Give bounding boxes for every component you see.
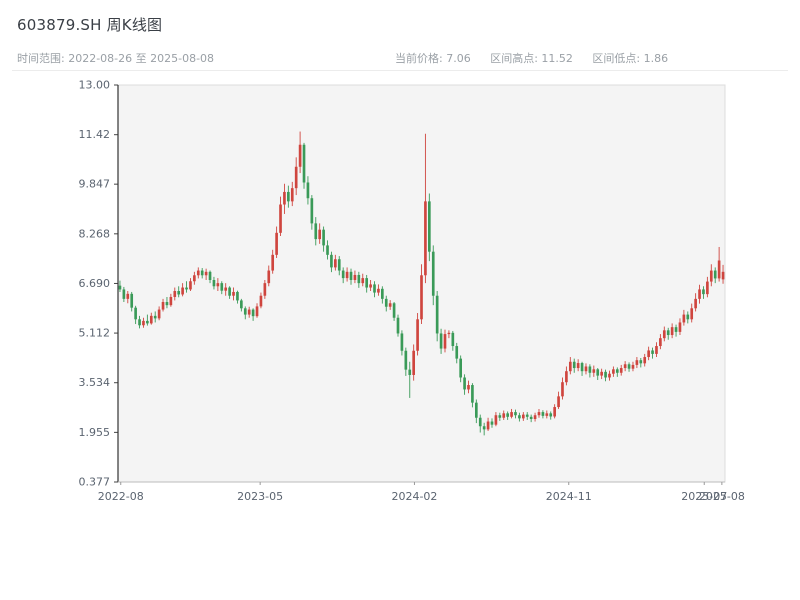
page-title: 603879.SH 周K线图 [17,16,163,34]
header-divider [12,70,788,71]
svg-text:2025-08: 2025-08 [699,490,745,503]
price-stats: 当前价格: 7.06 区间高点: 11.52 区间低点: 1.86 [395,50,684,66]
svg-text:13.00: 13.00 [79,79,111,92]
svg-text:2025-07: 2025-07 [681,490,727,503]
svg-text:5.112: 5.112 [79,327,111,340]
svg-text:11.42: 11.42 [79,128,111,141]
svg-text:1.955: 1.955 [79,426,111,439]
current-price-label: 当前价格: 7.06 [395,52,471,65]
range-low-label: 区间低点: 1.86 [592,52,669,65]
time-range-label: 时间范围: 2022-08-26 至 2025-08-08 [17,52,215,65]
range-high-label: 区间高点: 11.52 [490,52,573,65]
svg-text:6.690: 6.690 [79,277,111,290]
svg-text:2023-05: 2023-05 [237,490,283,503]
svg-text:0.377: 0.377 [79,476,111,489]
svg-text:2024-02: 2024-02 [391,490,437,503]
svg-text:2022-08: 2022-08 [98,490,144,503]
svg-text:9.847: 9.847 [79,178,111,191]
svg-text:8.268: 8.268 [79,227,111,240]
svg-text:3.534: 3.534 [79,376,111,389]
svg-text:2024-11: 2024-11 [546,490,592,503]
